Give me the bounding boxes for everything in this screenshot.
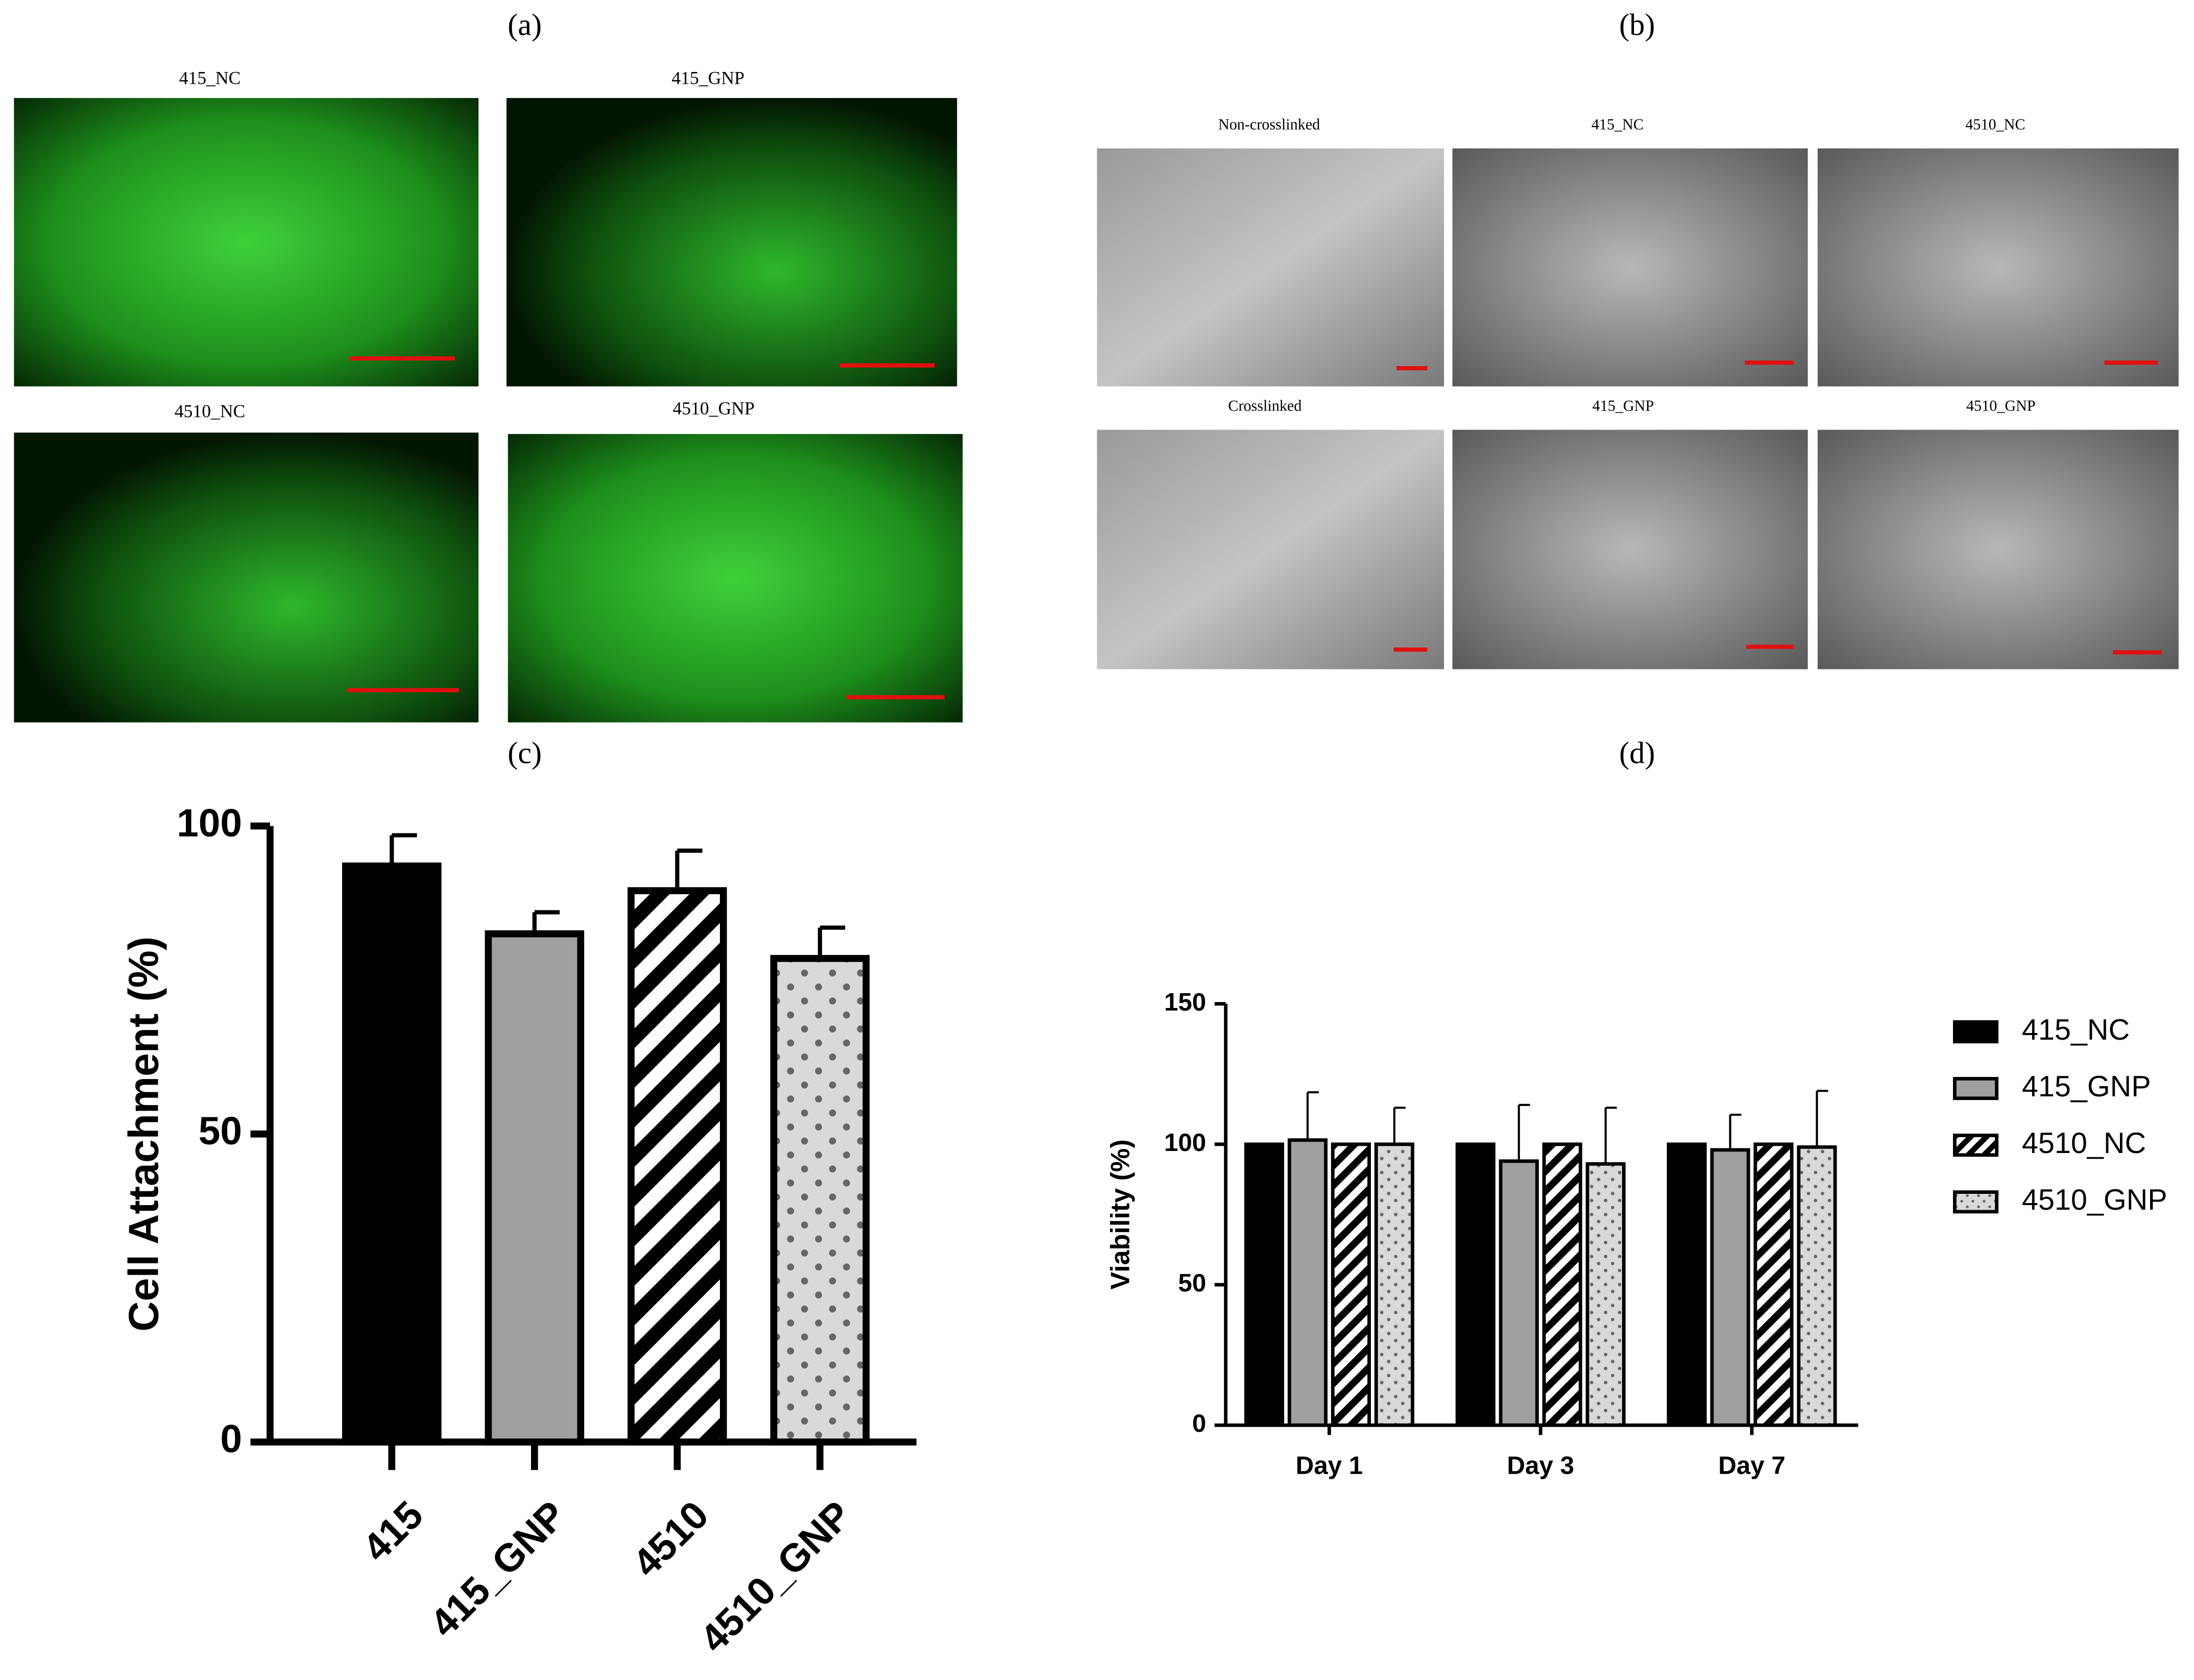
legend-label: 4510_NC (2022, 1127, 2146, 1160)
chart: 0 50 100 150 Viability (%) Day 1 Day 3 Day 7 415… (1106, 988, 2167, 1480)
micrograph (508, 434, 963, 723)
bar (1331, 1142, 1371, 1427)
bar (1244, 1142, 1285, 1427)
legend-swatch (1952, 1077, 1999, 1100)
image-caption: Non-crosslinked (1218, 116, 1320, 133)
image-caption: 415_NC (1592, 116, 1644, 133)
image-caption: 415_GNP (1593, 397, 1654, 415)
micrograph (14, 433, 479, 723)
image-caption: 415_NC (179, 67, 241, 88)
panel-label: (d) (1619, 736, 1655, 770)
bar (1585, 1162, 1626, 1427)
panel-label: (c) (508, 736, 542, 770)
fluorescence-panel: 415_NC 415_GNP 4510_NC 4510_GNP (14, 67, 963, 723)
bar (1287, 1138, 1328, 1427)
micrograph (1452, 429, 1808, 669)
micrograph (507, 98, 957, 387)
legend-swatch (1952, 1134, 1999, 1157)
y-tick-label: 100 (177, 802, 242, 845)
panel-label: (b) (1619, 8, 1655, 42)
legend-label: 415_NC (2022, 1014, 2130, 1046)
x-tick-label: 415_GNP (422, 1493, 574, 1645)
y-tick-label: 50 (1178, 1269, 1206, 1297)
legend-swatch (1952, 1020, 1999, 1044)
panel-label: (a) (508, 8, 542, 42)
legend-label: 4510_GNP (2022, 1184, 2167, 1216)
micrograph (14, 98, 479, 387)
x-tick-label: Day 7 (1718, 1451, 1786, 1479)
y-tick-label: 0 (1192, 1409, 1206, 1437)
y-axis-title: Viability (%) (1106, 1139, 1136, 1289)
bar (770, 955, 870, 1446)
micrograph (1452, 148, 1808, 387)
x-tick-label: Day 3 (1507, 1451, 1574, 1479)
bar (1455, 1142, 1496, 1427)
x-tick-label: 4510_GNP (692, 1493, 859, 1661)
image-caption: 4510_NC (1965, 116, 2025, 133)
bar (485, 930, 585, 1446)
image-caption: 4510_GNP (1966, 397, 2036, 415)
bar (1499, 1159, 1539, 1427)
bar (1374, 1142, 1414, 1427)
legend-label: 415_GNP (2022, 1070, 2151, 1103)
bar (1797, 1145, 1837, 1427)
y-tick-label: 150 (1164, 988, 1206, 1016)
y-tick-label: 100 (1164, 1129, 1206, 1157)
image-caption: 4510_GNP (672, 398, 754, 418)
bar (1542, 1142, 1582, 1427)
bar (628, 887, 727, 1446)
bar (1710, 1148, 1750, 1427)
y-tick-label: 50 (199, 1110, 242, 1153)
y-tick-label: 0 (220, 1418, 242, 1461)
image-caption: Crosslinked (1228, 397, 1301, 415)
sem-panel: Non-crosslinked 415_NC 4510_NC Crosslink… (1097, 116, 2179, 669)
y-axis-title: Cell Attachment (%) (120, 937, 167, 1332)
legend-swatch (1952, 1190, 1999, 1214)
bar (1753, 1142, 1794, 1427)
micrograph (1817, 429, 2179, 669)
x-tick-label: 415 (355, 1493, 432, 1570)
micrograph (1097, 429, 1444, 669)
image-caption: 415_GNP (671, 67, 744, 88)
bar (342, 862, 442, 1446)
micrograph (1817, 148, 2179, 387)
x-tick-label: 4510 (624, 1493, 717, 1586)
bar (1667, 1142, 1707, 1427)
micrograph (1097, 148, 1444, 387)
x-tick-label: Day 1 (1296, 1451, 1363, 1479)
image-caption: 4510_NC (175, 401, 246, 421)
